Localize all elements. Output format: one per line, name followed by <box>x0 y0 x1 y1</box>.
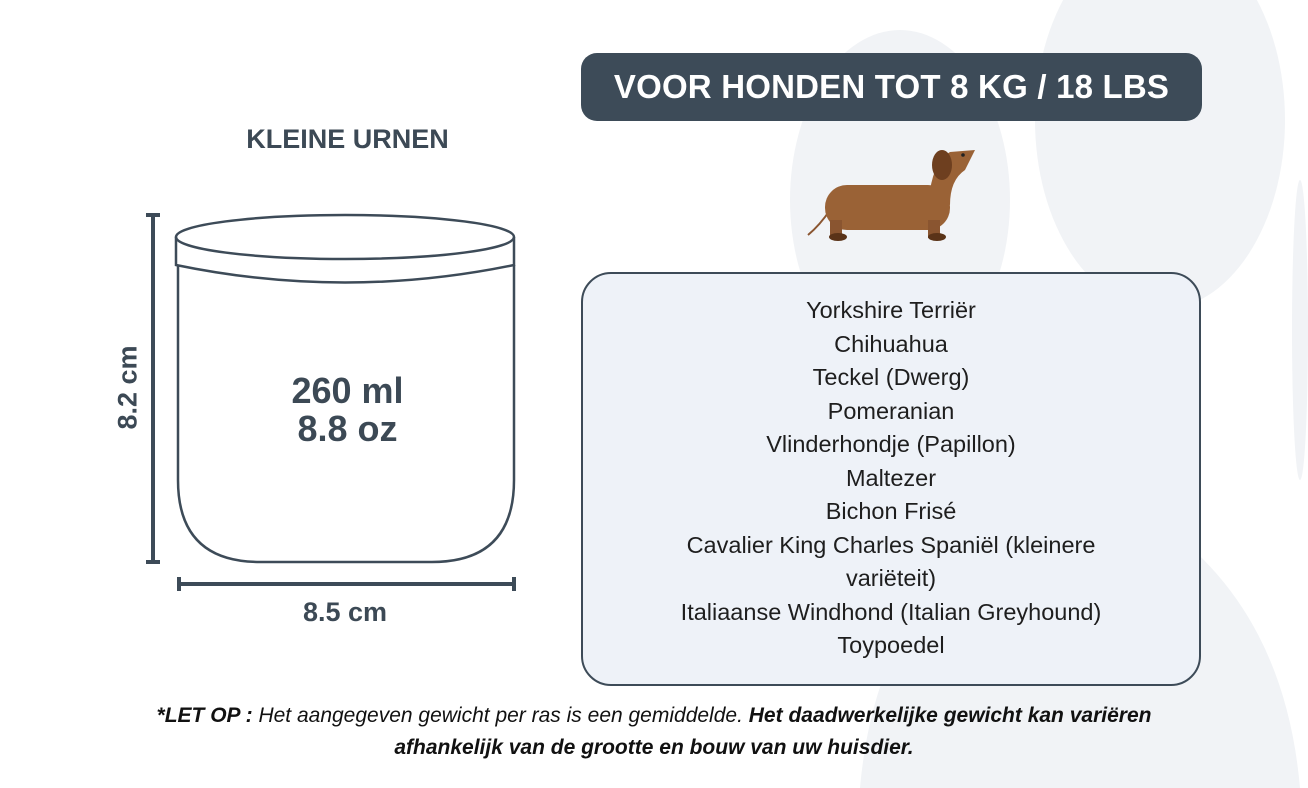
disclaimer-note: *LET OP : Het aangegeven gewicht per ras… <box>104 700 1204 764</box>
breed-item: Chihuahua <box>834 330 948 357</box>
height-dimension-line <box>146 213 160 564</box>
note-prefix: *LET OP : <box>156 704 253 727</box>
product-title: KLEINE URNEN <box>246 124 449 154</box>
dachshund-icon <box>807 150 975 241</box>
weight-banner: VOOR HONDEN TOT 8 KG / 18 LBS <box>581 53 1202 121</box>
breed-list: Yorkshire Terriër Chihuahua Teckel (Dwer… <box>581 272 1201 686</box>
breed-item: Maltezer <box>845 464 937 491</box>
note-italic: Het aangegeven gewicht per ras is een ge… <box>252 704 749 727</box>
breed-item: Italiaanse Windhond (Italian Greyhound) <box>680 598 1102 625</box>
volume-ml: 260 ml <box>291 370 404 411</box>
breed-item: Teckel (Dwerg) <box>812 364 970 390</box>
breed-item: Toypoedel <box>837 632 945 658</box>
breed-item: Bichon Frisé <box>825 498 957 524</box>
breed-item: Vlinderhondje (Papillon) <box>766 431 1016 457</box>
urn-volume: 260 ml 8.8 oz <box>230 372 465 448</box>
urn-lid <box>174 237 516 284</box>
urn-diagram <box>146 213 516 591</box>
width-label: 8.5 cm <box>302 597 388 627</box>
note-bold: Het daadwerkelijke gewicht kan variëren … <box>394 704 1152 759</box>
height-label: 8.2 cm <box>112 345 143 430</box>
breed-item: Cavalier King Charles Spaniël (kleinere … <box>686 531 1096 592</box>
volume-oz: 8.8 oz <box>297 408 398 449</box>
urn-body <box>176 265 516 564</box>
width-dimension-line <box>177 577 516 591</box>
breed-item: Yorkshire Terriër <box>806 297 976 323</box>
breed-item: Pomeranian <box>827 397 955 424</box>
